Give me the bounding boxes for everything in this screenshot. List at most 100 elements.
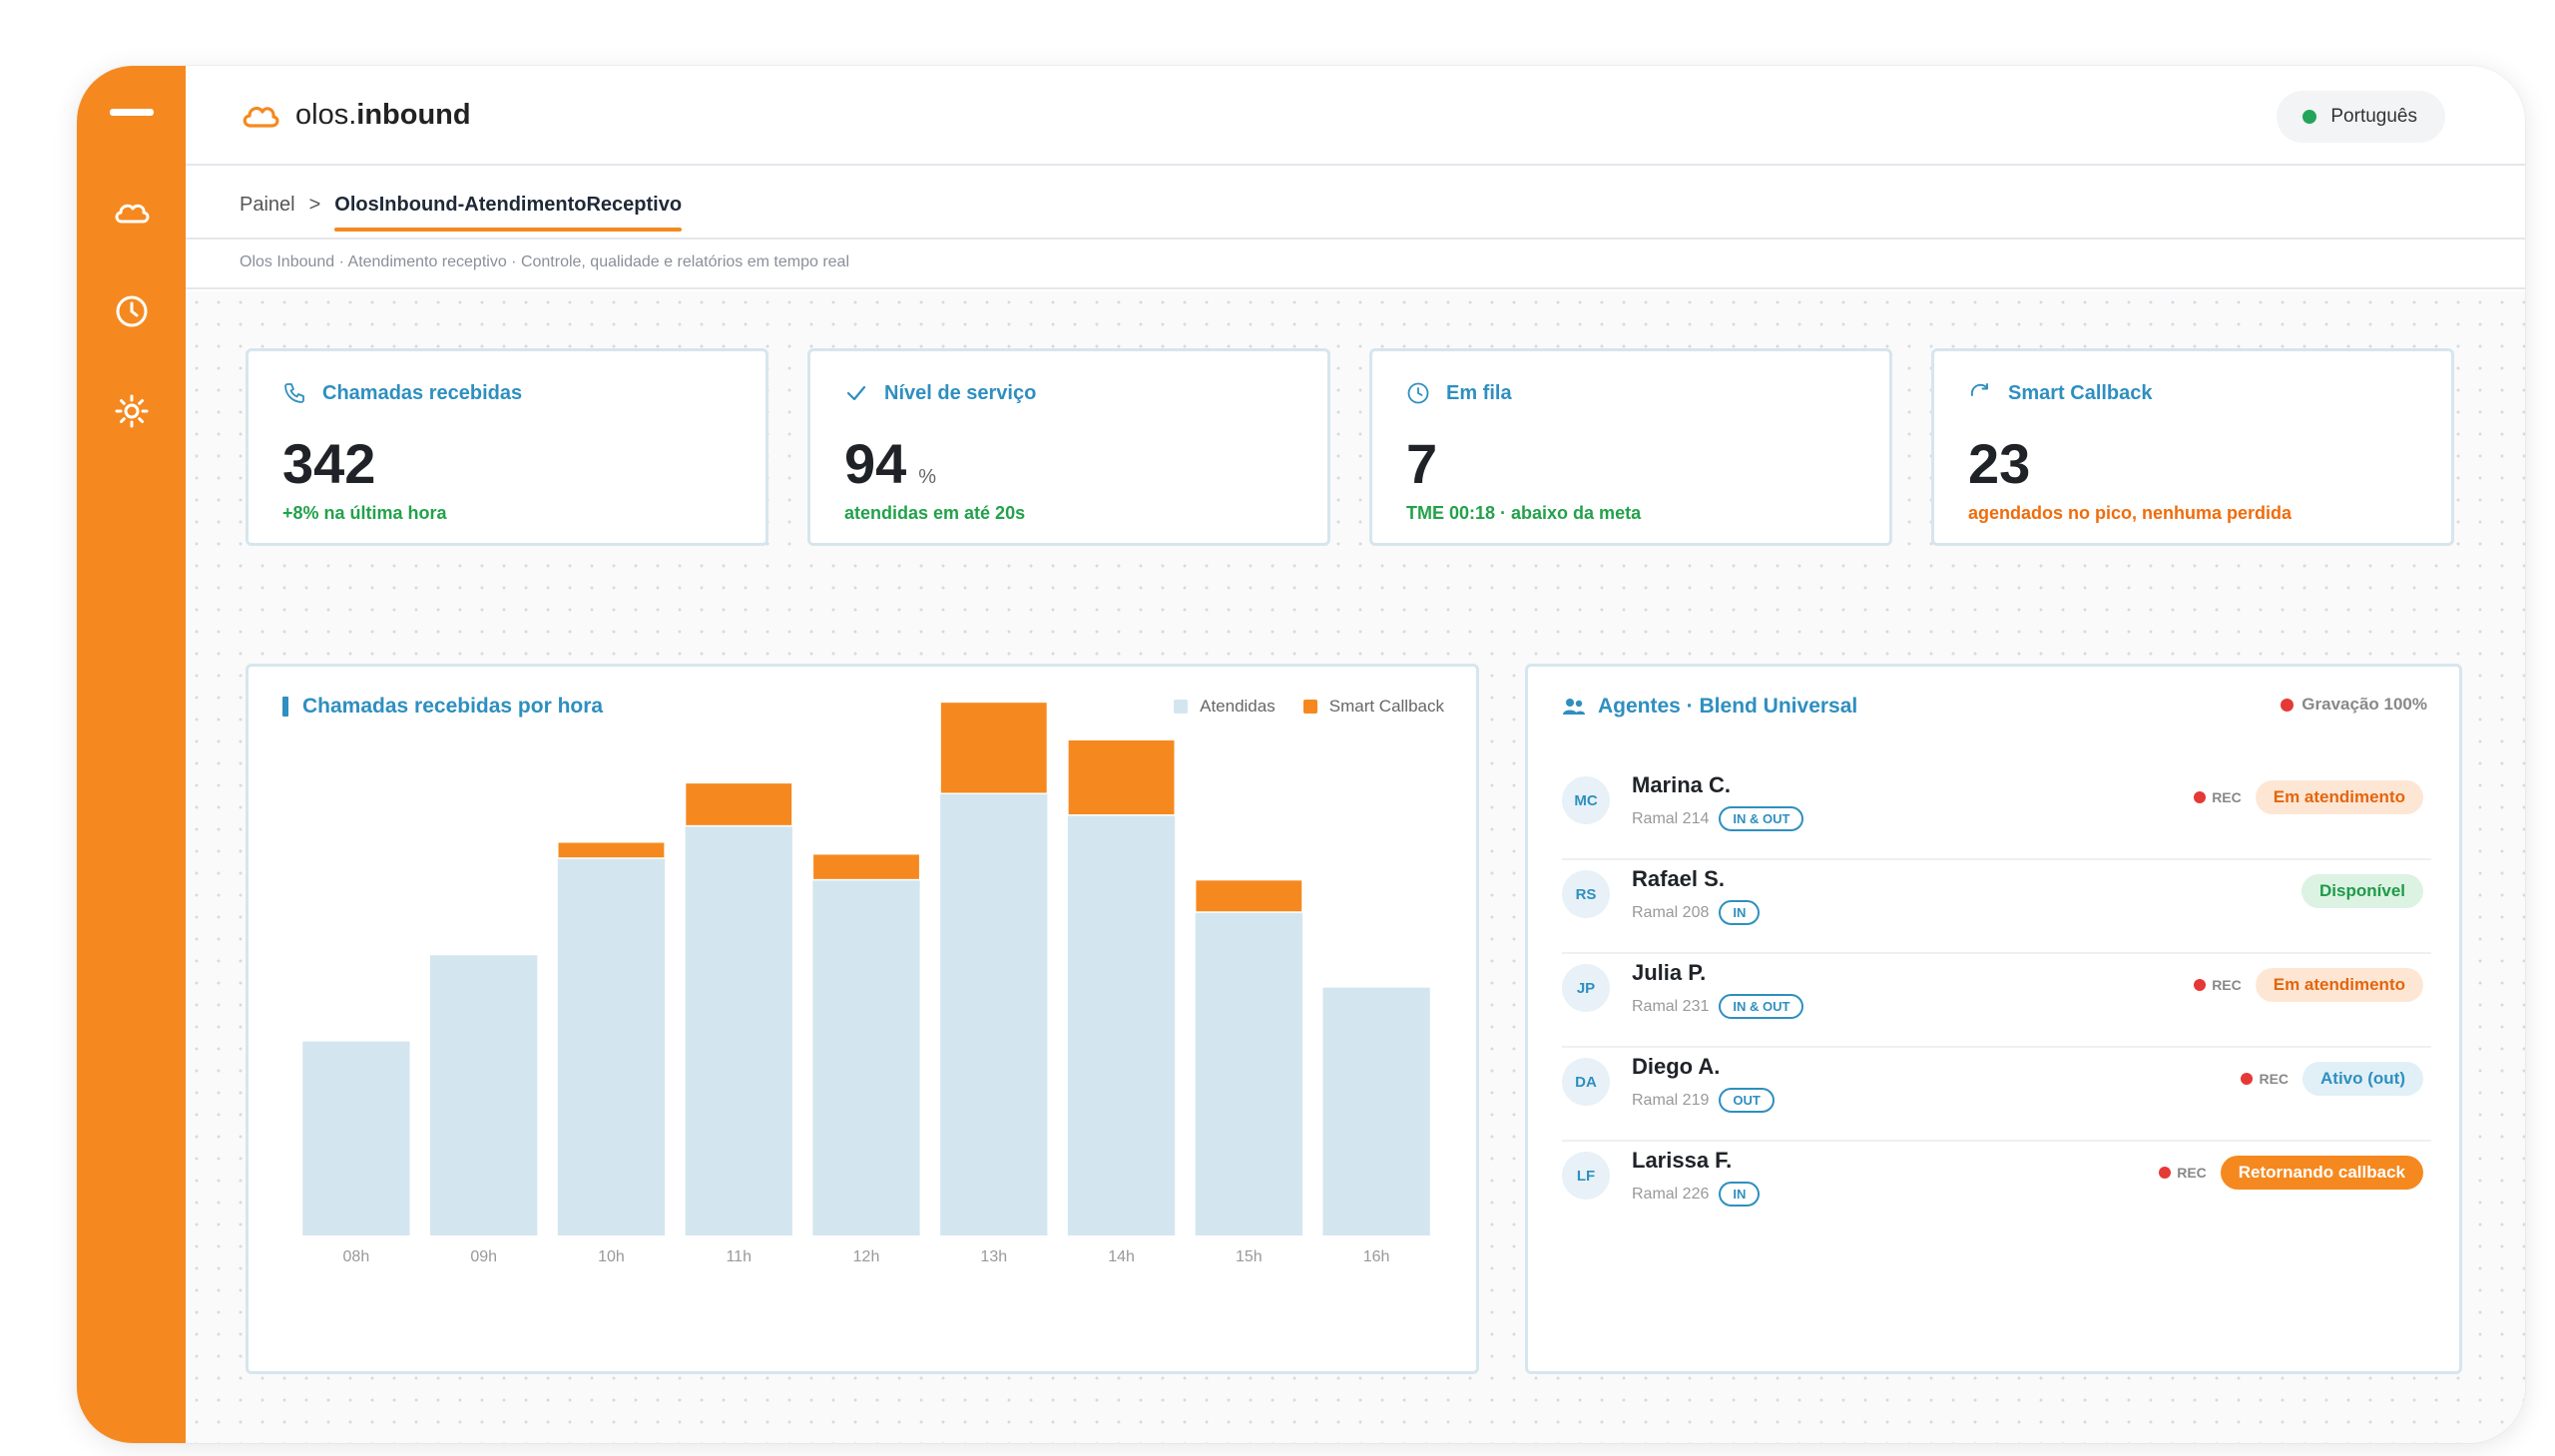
status-badge: Retornando callback <box>2220 1156 2423 1190</box>
bar-atendidas-08h[interactable] <box>302 1041 410 1235</box>
avatar: DA <box>1562 1058 1610 1106</box>
agent-row[interactable]: MC Marina C. Ramal 214 IN & OUT REC Em atendi… <box>1562 766 2431 860</box>
chart-card: Chamadas recebidas por hora Atendidas Sm… <box>246 664 1479 1374</box>
page-subtitle: Olos Inbound · Atendimento receptivo · C… <box>240 253 850 270</box>
stat-card-smart-callback[interactable]: Smart Callback 23 agendados no pico, nen… <box>1931 348 2454 546</box>
bar-atendidas-09h[interactable] <box>430 955 538 1235</box>
breadcrumb-current[interactable]: OlosInbound-AtendimentoReceptivo <box>334 194 683 232</box>
users-icon <box>1563 699 1585 715</box>
refresh-icon <box>1970 383 1988 396</box>
subtitle-bar: Olos Inbound · Atendimento receptivo · C… <box>186 240 2525 289</box>
bar-chart-icon <box>282 697 288 717</box>
bar-smart-callback-15h[interactable] <box>1194 878 1303 913</box>
recording-indicator: Gravação 100% <box>2281 695 2427 715</box>
agent-extension-line: Ramal 219 OUT <box>1632 1088 1775 1113</box>
x-tick-label: 13h <box>980 1248 1007 1265</box>
online-status-dot <box>2302 110 2317 124</box>
agent-list: MC Marina C. Ramal 214 IN & OUT REC Em atendi… <box>1562 766 2431 1235</box>
stat-note: +8% na última hora <box>282 503 447 523</box>
stat-note: TME 00:18 · abaixo da meta <box>1406 503 1642 523</box>
bar-atendidas-14h[interactable] <box>1067 814 1176 1235</box>
agent-row[interactable]: JP Julia P. Ramal 231 IN & OUT REC Em atendim… <box>1562 954 2431 1048</box>
breadcrumb-separator: > <box>308 194 321 216</box>
rec-label: REC <box>2259 1071 2290 1087</box>
bar-smart-callback-13h[interactable] <box>939 701 1049 794</box>
stat-card-queue[interactable]: Em fila 7 TME 00:18 · abaixo da meta <box>1369 348 1892 546</box>
bar-atendidas-12h[interactable] <box>812 879 920 1235</box>
menu-icon <box>109 108 154 116</box>
avatar: JP <box>1562 964 1610 1012</box>
bar-smart-callback-11h[interactable] <box>684 781 793 827</box>
agent-extension-line: Ramal 214 IN & OUT <box>1632 806 1804 831</box>
stat-title: Smart Callback <box>2008 381 2153 404</box>
agent-extension-line: Ramal 231 IN & OUT <box>1632 994 1804 1019</box>
bar-atendidas-10h[interactable] <box>557 858 666 1235</box>
stat-unit: % <box>918 466 937 488</box>
app-window: olos.inbound Português Painel > OlosInbo… <box>77 66 2525 1443</box>
agent-status-group: Disponível <box>2301 874 2423 908</box>
bar-smart-callback-10h[interactable] <box>557 841 666 859</box>
stat-title: Nível de serviço <box>884 381 1037 404</box>
avatar: LF <box>1562 1152 1610 1200</box>
legend-item-atendidas[interactable]: Atendidas <box>1174 697 1276 717</box>
rec-indicator: REC <box>2194 789 2242 805</box>
bar-atendidas-13h[interactable] <box>940 793 1048 1235</box>
agent-status-group: REC Em atendimento <box>2194 968 2423 1002</box>
bar-atendidas-15h[interactable] <box>1195 912 1302 1235</box>
language-label: Português <box>2330 106 2417 127</box>
agent-name: Julia P. <box>1632 960 1707 985</box>
sidebar-item-settings[interactable] <box>77 381 186 441</box>
agent-row[interactable]: DA Diego A. Ramal 219 OUT REC Ativo (out) <box>1562 1048 2431 1142</box>
dashboard-content: Chamadas recebidas 342 +8% na última hor… <box>186 291 2525 1443</box>
stat-value: 342 <box>282 432 376 495</box>
agent-status-group: REC Retornando callback <box>2159 1156 2423 1190</box>
rec-label: REC <box>2177 1165 2207 1181</box>
sidebar-item-cloud[interactable] <box>77 182 186 242</box>
agent-extension: Ramal 208 <box>1632 903 1710 921</box>
agent-mode-badge: IN <box>1719 900 1761 925</box>
agent-name: Larissa F. <box>1632 1148 1733 1173</box>
x-tick-label: 09h <box>470 1248 497 1265</box>
sidebar-item-history[interactable] <box>77 281 186 341</box>
agent-status-group: REC Ativo (out) <box>2241 1062 2423 1096</box>
legend-label: Smart Callback <box>1328 697 1444 716</box>
menu-button[interactable] <box>77 82 186 142</box>
bar-smart-callback-14h[interactable] <box>1067 738 1176 816</box>
stat-card-calls[interactable]: Chamadas recebidas 342 +8% na última hor… <box>246 348 768 546</box>
status-badge: Em atendimento <box>2255 968 2423 1002</box>
stat-value: 7 <box>1406 432 1438 495</box>
stat-note: agendados no pico, nenhuma perdida <box>1968 503 2293 523</box>
agent-row[interactable]: LF Larissa F. Ramal 226 IN REC Retornando cal… <box>1562 1142 2431 1235</box>
breadcrumb-root[interactable]: Painel <box>240 194 295 216</box>
x-tick-label: 15h <box>1236 1248 1263 1265</box>
app-title: olos.inbound <box>295 99 471 131</box>
rec-dot <box>2159 1167 2172 1179</box>
agent-mode-badge: IN <box>1719 1182 1761 1207</box>
stat-value: 94 <box>844 432 907 495</box>
x-tick-label: 08h <box>343 1248 370 1265</box>
rec-dot <box>2194 979 2207 991</box>
x-tick-label: 12h <box>853 1248 880 1265</box>
legend-item-smart-callback[interactable]: Smart Callback <box>1302 697 1444 717</box>
bar-smart-callback-12h[interactable] <box>811 852 921 881</box>
agent-extension: Ramal 226 <box>1632 1185 1710 1203</box>
x-tick-label: 10h <box>598 1248 625 1265</box>
rec-indicator: REC <box>2159 1165 2207 1181</box>
language-selector[interactable]: Português <box>2277 91 2445 143</box>
agent-name: Rafael S. <box>1632 866 1725 891</box>
bar-chart: 08h 09h 10h 11h 12h 13h 14h 15h 16h <box>302 701 1430 1265</box>
avatar: MC <box>1562 776 1610 824</box>
bar-atendidas-11h[interactable] <box>685 825 792 1235</box>
cloud-logo-icon <box>243 106 279 128</box>
rec-indicator: REC <box>2241 1071 2289 1087</box>
agent-row[interactable]: RS Rafael S. Ramal 208 IN Disponível <box>1562 860 2431 954</box>
status-badge: Ativo (out) <box>2302 1062 2423 1096</box>
stat-card-service-level[interactable]: Nível de serviço 94 % atendidas em até 2… <box>807 348 1330 546</box>
bar-atendidas-16h[interactable] <box>1322 987 1430 1235</box>
rec-dot <box>2194 791 2207 803</box>
sun-icon <box>115 394 148 428</box>
legend-swatch <box>1174 700 1189 714</box>
agent-extension: Ramal 231 <box>1632 997 1710 1015</box>
stat-title: Em fila <box>1446 381 1512 404</box>
app-logo[interactable]: olos.inbound <box>240 99 471 132</box>
